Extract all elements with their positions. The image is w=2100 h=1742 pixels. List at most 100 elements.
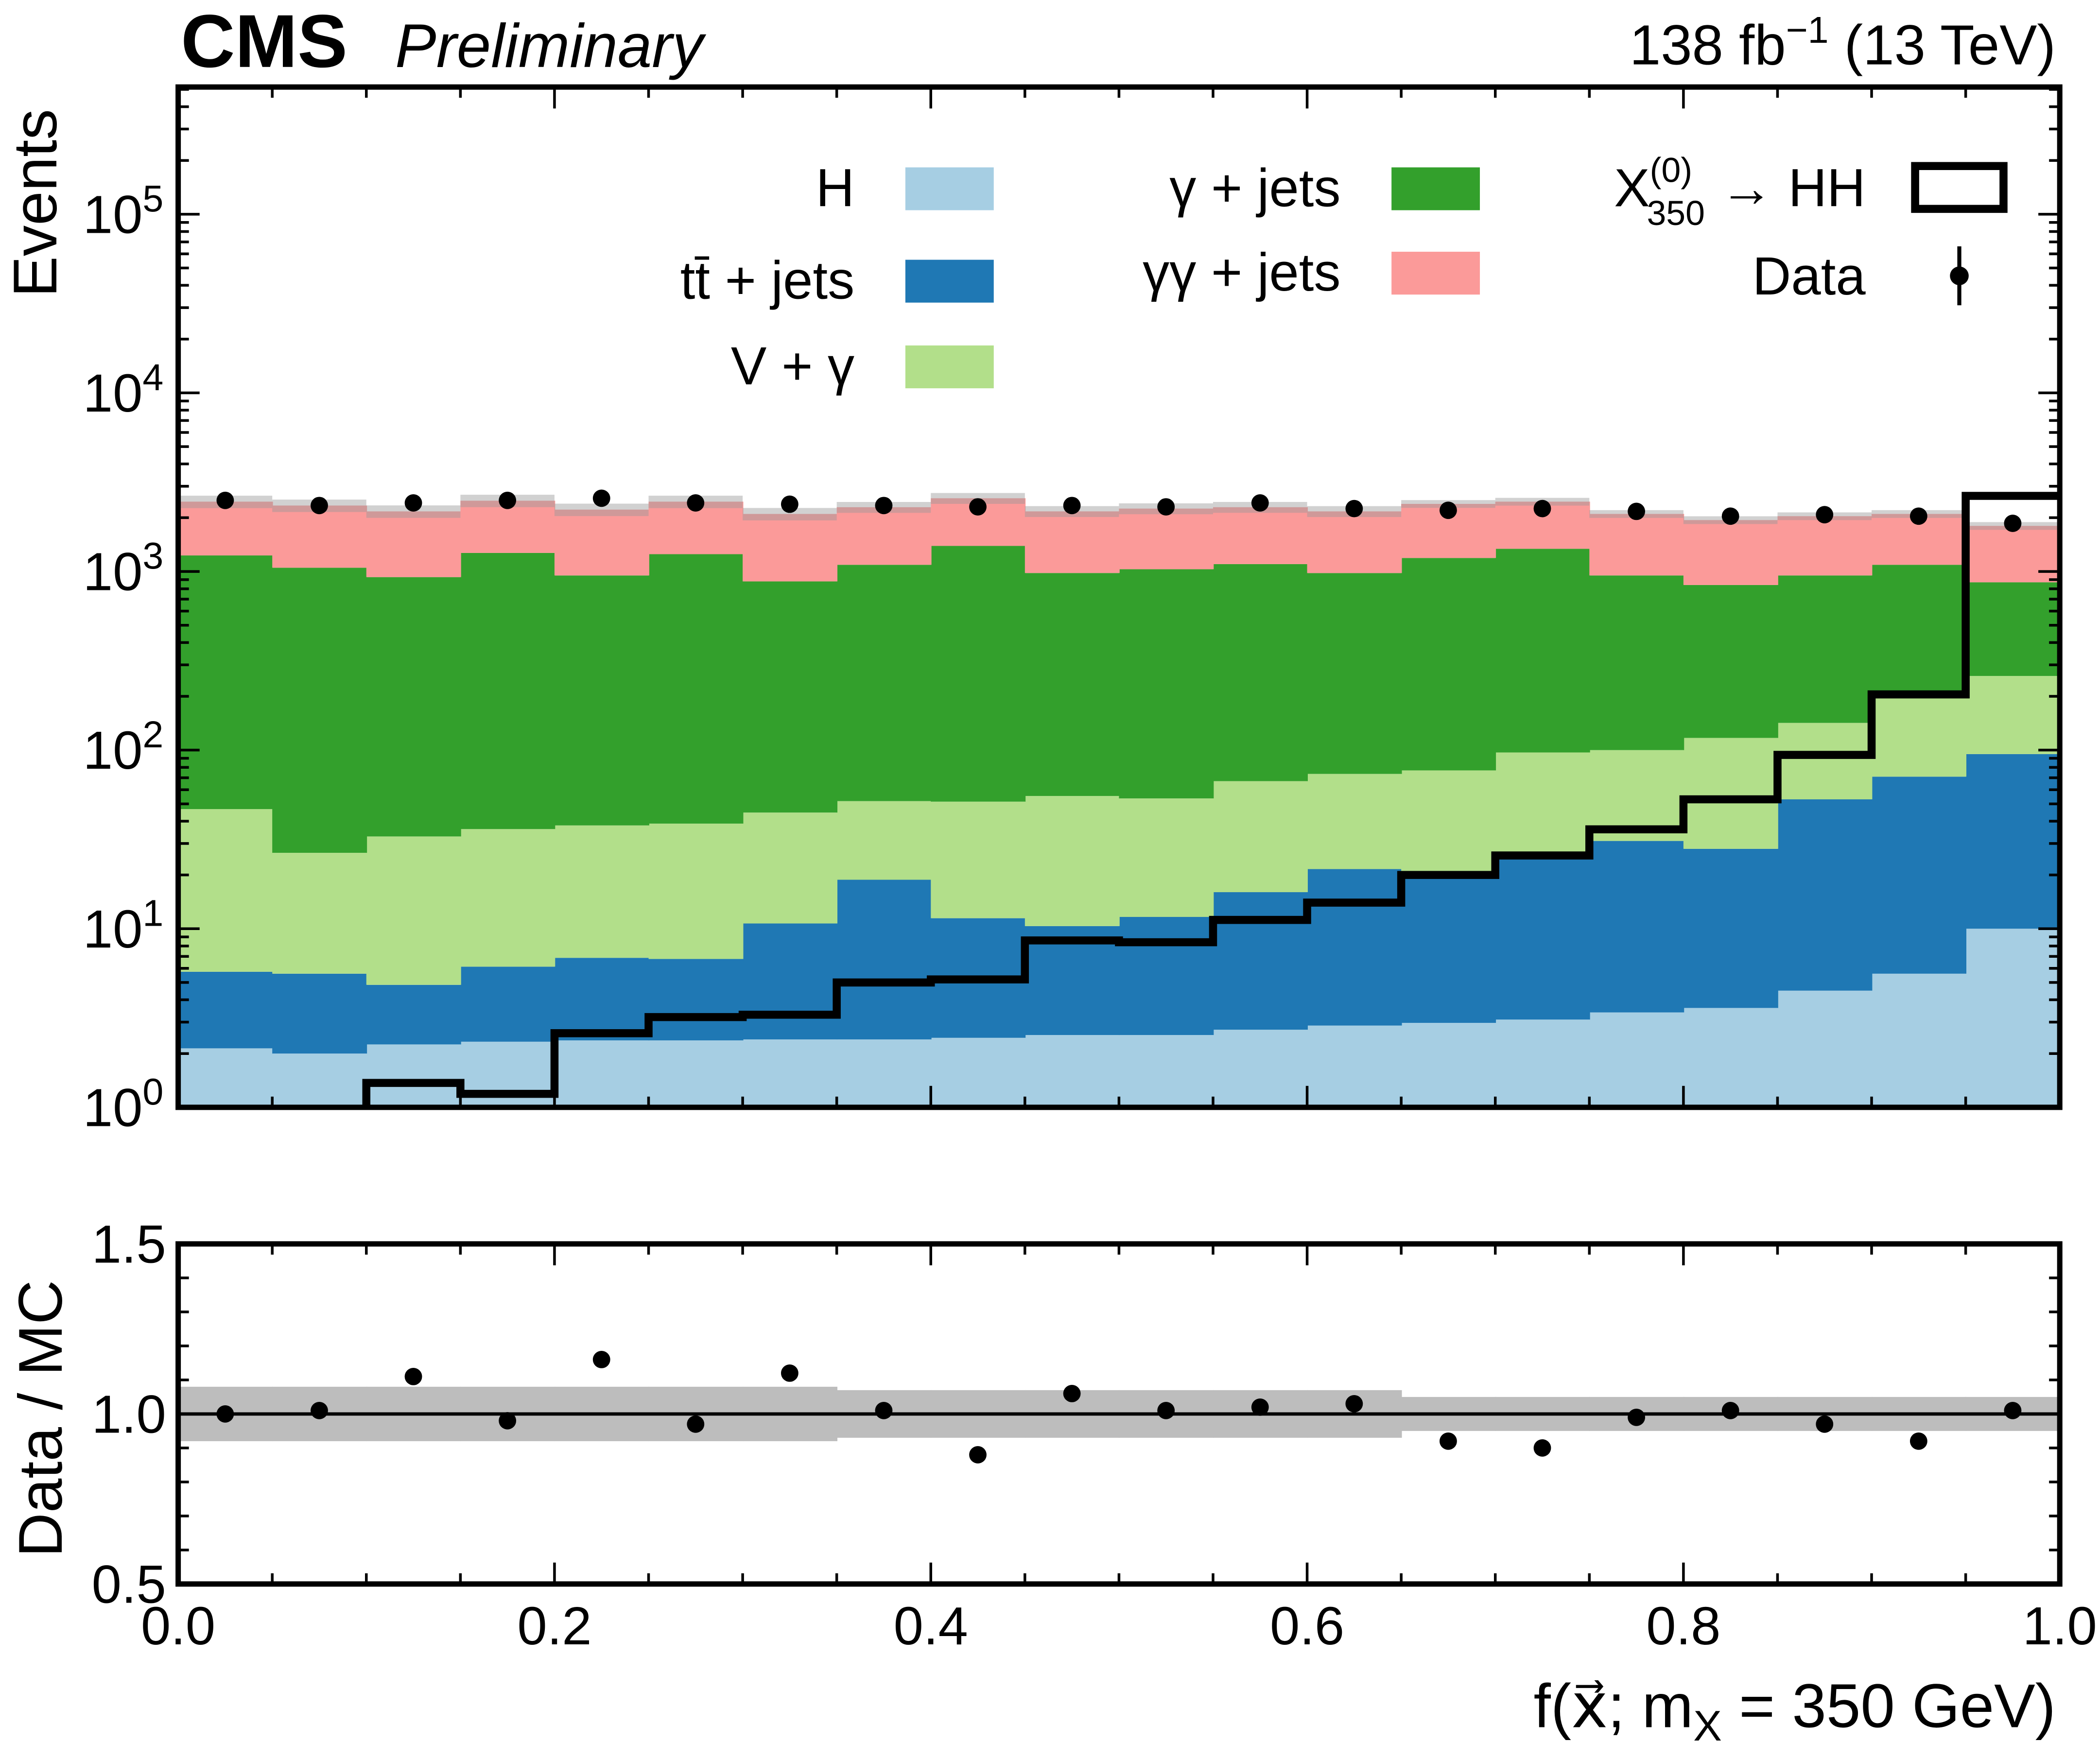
bar-4-bin-9 [1024, 511, 1120, 573]
bar-3-bin-15 [1589, 575, 1684, 750]
ratio-point-13 [1440, 1432, 1457, 1450]
ratio-y-tick-label: 1.5 [92, 1215, 166, 1275]
bar-2-bin-4 [554, 825, 649, 958]
x-tick-label: 0.2 [517, 1596, 591, 1656]
bar-0-bin-19 [1965, 929, 2060, 1107]
y-axis-label: Events [0, 109, 69, 297]
bar-1-bin-13 [1401, 871, 1496, 1023]
data-point-14 [1533, 500, 1551, 517]
x-tick-label: 1.0 [2023, 1596, 2097, 1656]
ratio-point-14 [1533, 1439, 1551, 1457]
legend-label-0: H [816, 158, 855, 218]
bar-1-bin-18 [1872, 776, 1967, 974]
bar-1-bin-5 [648, 959, 744, 1041]
data-point-2 [404, 494, 422, 512]
bar-4-bin-4 [554, 509, 649, 576]
ratio-y-axis-label: Data / MC [6, 1280, 75, 1557]
bar-4-bin-17 [1777, 516, 1873, 576]
legend-swatch-0 [905, 167, 994, 210]
bar-0-bin-5 [648, 1040, 744, 1107]
legend-swatch-2 [905, 345, 994, 389]
ratio-y-tick-label: 0.5 [92, 1554, 166, 1614]
header: CMS Preliminary 138 fb−1 (13 TeV) [181, 0, 2056, 83]
bar-1-bin-15 [1589, 841, 1684, 1013]
bar-3-bin-18 [1872, 565, 1967, 697]
bar-3-bin-10 [1119, 569, 1214, 799]
ratio-point-4 [592, 1350, 610, 1368]
ratio-point-12 [1345, 1395, 1363, 1413]
stack-group [178, 492, 2060, 1107]
bar-3-bin-11 [1213, 564, 1308, 781]
data-point-9 [1063, 497, 1081, 515]
bar-0-bin-12 [1307, 1025, 1402, 1107]
bar-2-bin-8 [931, 801, 1026, 918]
data-point-11 [1251, 494, 1269, 512]
x-tick-label: 0.6 [1270, 1596, 1344, 1656]
ratio-frame [175, 1241, 2063, 1587]
bar-2-bin-19 [1965, 676, 2060, 754]
ratio-point-18 [1909, 1432, 1927, 1450]
bar-2-bin-11 [1213, 781, 1308, 893]
x-tick-label: 0.0 [141, 1596, 215, 1656]
ratio-y-tick-label: 1.0 [92, 1384, 166, 1444]
bar-2-bin-10 [1119, 798, 1214, 917]
bar-2-bin-18 [1872, 696, 1967, 777]
bar-0-bin-1 [272, 1053, 367, 1107]
bar-4-bin-10 [1119, 508, 1214, 569]
y-tick-label: 105 [83, 178, 164, 244]
bar-0-bin-8 [931, 1037, 1026, 1107]
bar-0-bin-15 [1589, 1012, 1684, 1107]
bar-2-bin-14 [1495, 752, 1590, 852]
ratio-point-15 [1628, 1408, 1646, 1426]
ratio-point-0 [216, 1405, 234, 1423]
data-point-15 [1628, 502, 1646, 520]
legend-label-3: γ + jets [1169, 158, 1340, 218]
bar-4-bin-3 [460, 500, 555, 553]
y-tick-label: 101 [83, 893, 164, 959]
bar-4-bin-19 [1965, 526, 2060, 583]
bar-3-bin-5 [648, 554, 744, 824]
y-tick-label: 100 [83, 1071, 164, 1138]
ratio-point-17 [1816, 1415, 1834, 1433]
data-point-18 [1909, 507, 1927, 525]
bar-1-bin-17 [1777, 799, 1873, 991]
bar-2-bin-3 [460, 829, 555, 967]
bar-0-bin-10 [1119, 1035, 1214, 1107]
bar-0-bin-11 [1213, 1030, 1308, 1107]
data-point-3 [499, 491, 517, 509]
bar-3-bin-7 [836, 565, 932, 801]
bar-2-bin-2 [366, 836, 461, 985]
data-point-17 [1816, 506, 1834, 524]
legend-label-signal: X(0) 350 → HH [1614, 151, 1866, 233]
bar-4-bin-15 [1589, 514, 1684, 576]
bar-0-bin-6 [743, 1039, 838, 1107]
data-point-10 [1157, 498, 1175, 516]
bar-0-bin-14 [1495, 1019, 1590, 1107]
x-tick-label: 0.8 [1646, 1596, 1720, 1656]
legend-swatch-4 [1391, 252, 1480, 295]
legend-label-data: Data [1753, 246, 1866, 306]
bar-1-bin-3 [460, 966, 555, 1042]
bar-3-bin-13 [1401, 558, 1496, 771]
bar-0-bin-13 [1401, 1023, 1496, 1107]
ratio-point-9 [1063, 1384, 1081, 1402]
legend-data-marker [1950, 266, 1969, 285]
bar-2-bin-6 [743, 812, 838, 924]
ratio-point-7 [875, 1401, 893, 1419]
y-tick-label: 102 [83, 714, 164, 780]
legend-swatch-1 [905, 259, 994, 303]
ratio-point-8 [969, 1446, 987, 1464]
bar-4-bin-0 [178, 501, 273, 556]
main-plot: 100 101 102 103 104 105 [83, 84, 2063, 1584]
bar-4-bin-16 [1683, 520, 1778, 585]
bar-2-bin-16 [1683, 738, 1778, 849]
legend-label-2: V + γ [731, 336, 854, 396]
bar-1-bin-7 [836, 880, 932, 1040]
bar-2-bin-1 [272, 853, 367, 974]
data-point-12 [1345, 500, 1363, 517]
ratio-point-11 [1251, 1398, 1269, 1416]
bar-4-bin-6 [743, 514, 838, 582]
legend-label-4: γγ + jets [1143, 242, 1340, 302]
bar-1-bin-4 [554, 958, 649, 1041]
